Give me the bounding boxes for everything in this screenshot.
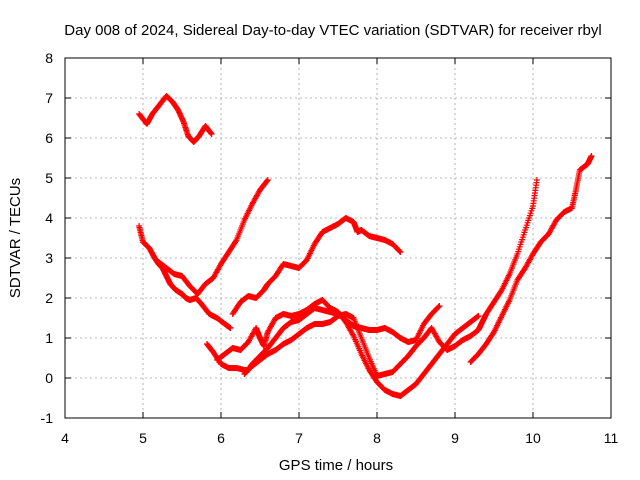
data-point xyxy=(396,248,403,255)
x-axis-label: GPS time / hours xyxy=(279,457,393,474)
data-point xyxy=(475,313,482,319)
y-tick-label: 6 xyxy=(45,130,53,146)
y-tick-label: 4 xyxy=(45,210,53,226)
chart-title: Day 008 of 2024, Sidereal Day-to-day VTE… xyxy=(64,22,601,39)
y-tick-label: 5 xyxy=(45,170,53,186)
series-7 xyxy=(241,177,540,379)
data-points xyxy=(136,93,595,399)
data-point xyxy=(227,325,234,331)
plot-frame xyxy=(64,57,612,419)
data-point xyxy=(435,303,442,310)
y-tick-label: 8 xyxy=(45,50,53,66)
ticks xyxy=(64,57,612,419)
data-point xyxy=(397,249,404,255)
x-tick-label: 8 xyxy=(373,430,381,446)
tick-labels: 4 5 6 7 8 9 10 11 -1 0 1 2 3 4 5 6 7 8 xyxy=(41,50,619,446)
y-tick-label: 3 xyxy=(45,250,53,266)
x-tick-label: 6 xyxy=(217,430,225,446)
series-8 xyxy=(467,153,595,365)
series-3 xyxy=(155,177,271,297)
series-4 xyxy=(229,215,404,317)
x-tick-label: 5 xyxy=(139,430,147,446)
data-point xyxy=(232,238,239,245)
x-tick-label: 11 xyxy=(604,430,619,446)
grid xyxy=(65,58,611,418)
y-tick-label: 0 xyxy=(45,370,53,386)
y-tick-label: 7 xyxy=(45,90,53,106)
y-tick-label: 1 xyxy=(45,330,53,346)
x-tick-label: 9 xyxy=(451,430,459,446)
data-point xyxy=(208,131,215,137)
y-axis-label: SDTVAR / TECUs xyxy=(7,178,24,298)
data-point xyxy=(588,153,595,159)
data-point xyxy=(436,303,443,309)
y-tick-label: 2 xyxy=(45,290,53,306)
x-tick-label: 7 xyxy=(295,430,303,446)
series-1 xyxy=(136,93,215,145)
data-point xyxy=(208,130,215,137)
x-tick-label: 4 xyxy=(61,430,69,446)
data-point xyxy=(264,177,271,183)
data-point xyxy=(533,177,540,183)
y-tick-label: -1 xyxy=(41,410,54,426)
data-point xyxy=(264,178,271,184)
x-tick-label: 10 xyxy=(525,430,541,446)
